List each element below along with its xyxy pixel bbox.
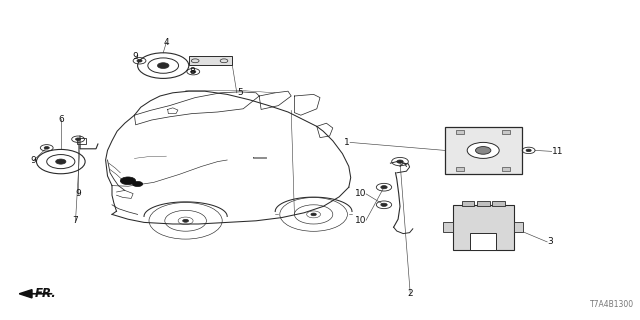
Text: 6: 6	[58, 115, 63, 124]
Text: 8: 8	[190, 67, 195, 76]
Text: 1: 1	[344, 138, 350, 147]
Circle shape	[311, 213, 316, 216]
Bar	[492, 201, 505, 206]
Circle shape	[381, 203, 387, 206]
Bar	[470, 233, 496, 250]
Bar	[445, 127, 522, 173]
Bar	[461, 201, 474, 206]
Circle shape	[381, 186, 387, 189]
Circle shape	[132, 181, 143, 187]
Text: 10: 10	[355, 189, 366, 198]
Bar	[514, 222, 524, 232]
Text: 10: 10	[355, 216, 366, 225]
Text: FR.: FR.	[35, 287, 57, 300]
Text: 2: 2	[408, 289, 413, 298]
Bar	[477, 201, 490, 206]
Circle shape	[44, 147, 49, 149]
Text: T7A4B1300: T7A4B1300	[589, 300, 634, 309]
Circle shape	[76, 138, 81, 140]
Circle shape	[397, 160, 403, 163]
Text: 7: 7	[73, 216, 78, 225]
Bar	[443, 222, 453, 232]
Circle shape	[137, 60, 142, 62]
Bar	[77, 138, 86, 144]
Text: 9: 9	[76, 189, 81, 198]
Bar	[456, 167, 464, 171]
Circle shape	[182, 219, 189, 222]
Circle shape	[191, 70, 196, 73]
Bar	[189, 56, 232, 65]
Circle shape	[476, 147, 491, 154]
Polygon shape	[19, 290, 32, 298]
Text: 9: 9	[31, 156, 36, 165]
Bar	[502, 130, 510, 134]
Text: 4: 4	[164, 38, 169, 47]
Text: 5: 5	[237, 88, 243, 97]
Bar	[502, 167, 510, 171]
Text: 11: 11	[552, 147, 563, 156]
Text: 9: 9	[133, 52, 138, 61]
Text: 3: 3	[547, 237, 553, 246]
Circle shape	[157, 63, 169, 68]
Circle shape	[526, 149, 531, 152]
Circle shape	[56, 159, 66, 164]
Circle shape	[120, 177, 136, 185]
Circle shape	[467, 142, 499, 158]
Bar	[453, 205, 514, 250]
Bar	[456, 130, 464, 134]
